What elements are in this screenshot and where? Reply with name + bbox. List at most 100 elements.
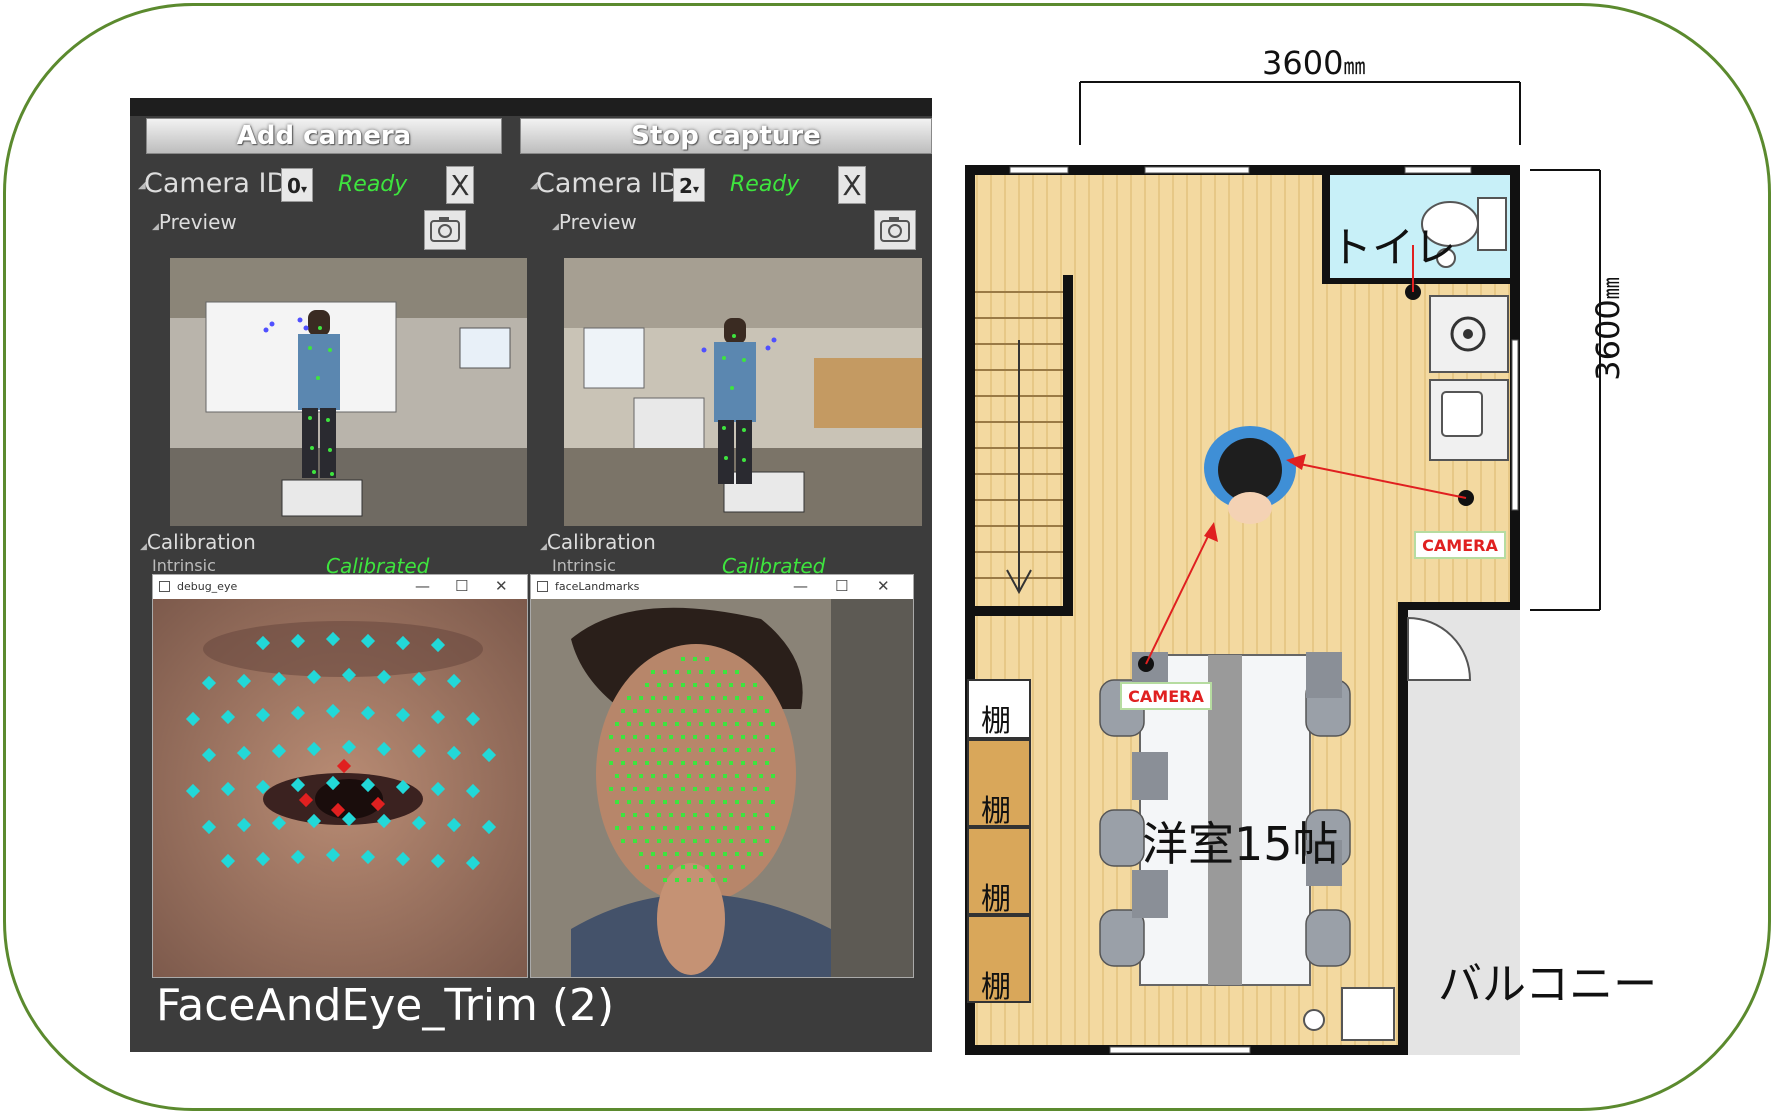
width-dimension-value: 3600: [1262, 44, 1344, 82]
face-landmark-dot: [699, 748, 703, 752]
maximize-icon[interactable]: ☐: [835, 577, 849, 595]
shelf-label: 棚: [981, 882, 1011, 917]
eye-landmark-dot: [201, 747, 217, 763]
camera-id-dropdown[interactable]: 0▾: [281, 168, 313, 202]
face-landmark-dot: [651, 826, 655, 830]
face-landmark-dot: [717, 865, 721, 869]
face-landmark-dot: [633, 761, 637, 765]
face-landmarks-image: [531, 599, 913, 977]
eye-landmark-dot: [481, 747, 497, 763]
face-landmark-dot: [669, 683, 673, 687]
width-dimension: 3600㎜: [1262, 44, 1365, 82]
face-landmark-dot: [741, 709, 745, 713]
face-landmark-dot: [699, 774, 703, 778]
close-camera-button[interactable]: X: [446, 166, 474, 204]
face-landmark-dot: [765, 839, 769, 843]
face-landmark-dot: [609, 787, 613, 791]
face-landmark-dot: [771, 722, 775, 726]
face-landmark-dot: [699, 800, 703, 804]
eye-landmark-dot: [271, 671, 287, 687]
face-landmark-dot: [663, 800, 667, 804]
camera-id-label: Camera ID:: [536, 168, 689, 199]
face-landmark-dot: [615, 774, 619, 778]
face-landmark-dot: [657, 735, 661, 739]
camera-id-value: 0: [287, 174, 301, 198]
face-landmark-dot: [693, 787, 697, 791]
face-landmark-dot: [651, 774, 655, 778]
face-landmark-dot: [663, 696, 667, 700]
face-landmark-dot: [705, 657, 709, 661]
minimize-icon[interactable]: —: [415, 577, 430, 595]
face-landmark-dot: [747, 774, 751, 778]
eye-landmark-dot: [220, 781, 236, 797]
camera-panel-0-header: ◢ Camera ID: 0▾ Ready X: [138, 166, 478, 206]
shelf-label: 棚: [981, 704, 1011, 739]
eye-landmark-dot: [201, 675, 217, 691]
face-landmark-dot: [663, 670, 667, 674]
face-landmark-dot: [723, 774, 727, 778]
face-landmark-dot: [687, 878, 691, 882]
face-landmark-dot: [711, 696, 715, 700]
eye-landmark-dot: [481, 819, 497, 835]
collapse-triangle-icon[interactable]: ◢: [530, 180, 538, 191]
face-landmark-dot: [657, 683, 661, 687]
eye-landmark-dot: [290, 849, 306, 865]
collapse-triangle-icon[interactable]: ◢: [138, 180, 146, 191]
eye-landmark-dot: [465, 711, 481, 727]
face-landmark-dot: [627, 800, 631, 804]
face-landmark-dot: [723, 748, 727, 752]
close-icon[interactable]: ✕: [877, 577, 890, 595]
eye-landmark-dot: [411, 671, 427, 687]
eye-landmark-dot: [325, 631, 341, 647]
face-landmark-dot: [729, 813, 733, 817]
face-landmark-dot: [747, 852, 751, 856]
face-landmark-dot: [759, 852, 763, 856]
face-landmark-dot: [753, 761, 757, 765]
face-landmark-dot: [675, 670, 679, 674]
close-icon[interactable]: ✕: [495, 577, 508, 595]
eye-landmark-dot: [236, 817, 252, 833]
face-landmark-dot: [645, 709, 649, 713]
face-landmark-dot: [735, 722, 739, 726]
camera-id-dropdown[interactable]: 2▾: [673, 168, 705, 202]
window-app-icon: [159, 581, 170, 592]
face-landmark-dot: [765, 813, 769, 817]
face-landmark-dot: [621, 813, 625, 817]
face-landmark-dot: [771, 748, 775, 752]
face-landmark-dot: [765, 735, 769, 739]
snapshot-camera-icon[interactable]: [874, 210, 916, 250]
stop-capture-button[interactable]: Stop capture: [520, 118, 932, 154]
face-landmark-dot: [687, 722, 691, 726]
face-landmark-dot: [651, 748, 655, 752]
face-landmark-dot: [729, 761, 733, 765]
face-landmark-dot: [723, 878, 727, 882]
face-landmark-dot: [663, 722, 667, 726]
snapshot-camera-icon[interactable]: [424, 210, 466, 250]
face-landmark-dot: [657, 787, 661, 791]
face-landmark-dot: [711, 826, 715, 830]
camera-id-label: Camera ID:: [144, 168, 297, 199]
face-landmark-dot: [729, 839, 733, 843]
eye-landmark-dot: [411, 815, 427, 831]
preview-label-text: Preview: [158, 210, 237, 234]
window-titlebar: debug_eye — ☐ ✕: [153, 575, 527, 599]
window-app-icon: [537, 581, 548, 592]
maximize-icon[interactable]: ☐: [455, 577, 469, 595]
face-landmark-dot: [735, 748, 739, 752]
face-landmark-dot: [753, 787, 757, 791]
face-landmark-dot: [711, 748, 715, 752]
face-landmark-dot: [651, 800, 655, 804]
face-landmark-dot: [723, 800, 727, 804]
face-landmark-dot: [669, 761, 673, 765]
close-camera-button[interactable]: X: [838, 166, 866, 204]
shelf-label: 棚: [981, 794, 1011, 829]
camera-label: CAMERA: [1414, 531, 1506, 559]
eye-landmark-dot: [360, 633, 376, 649]
minimize-icon[interactable]: —: [793, 577, 808, 595]
add-camera-button[interactable]: Add camera: [146, 118, 502, 154]
face-landmark-dot: [753, 709, 757, 713]
face-landmark-dot: [765, 761, 769, 765]
face-landmark-dot: [669, 787, 673, 791]
capture-app-window: Add camera Stop capture ◢ Camera ID: 0▾ …: [130, 98, 932, 1052]
face-landmark-dot: [657, 865, 661, 869]
